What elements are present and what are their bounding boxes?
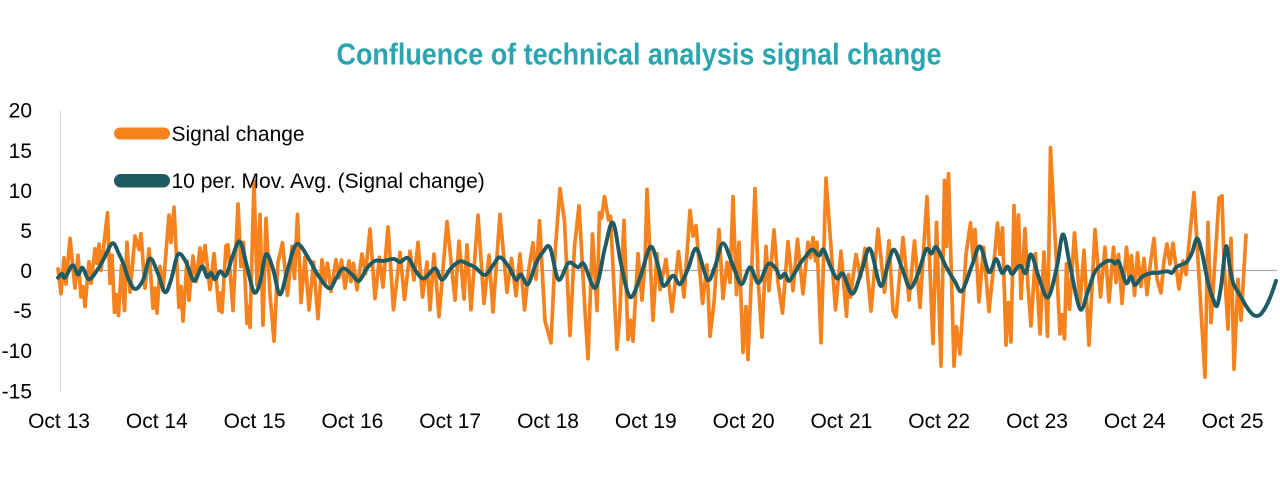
svg-text:Oct 15: Oct 15 — [224, 410, 286, 433]
svg-text:0: 0 — [20, 260, 32, 283]
svg-text:Oct 20: Oct 20 — [713, 410, 775, 433]
svg-text:Oct 25: Oct 25 — [1202, 410, 1264, 433]
svg-text:10 per. Mov. Avg. (Signal chan: 10 per. Mov. Avg. (Signal change) — [172, 170, 485, 193]
svg-text:Oct 21: Oct 21 — [810, 410, 872, 433]
svg-text:15: 15 — [9, 140, 32, 163]
svg-text:-15: -15 — [2, 380, 32, 403]
svg-text:20: 20 — [9, 100, 32, 123]
svg-text:Oct 22: Oct 22 — [908, 410, 970, 433]
svg-text:Confluence of technical analys: Confluence of technical analysis signal … — [337, 37, 942, 72]
svg-text:Oct 13: Oct 13 — [28, 410, 90, 433]
svg-text:Oct 16: Oct 16 — [321, 410, 383, 433]
svg-text:5: 5 — [20, 220, 32, 243]
svg-text:10: 10 — [9, 180, 32, 203]
svg-text:Oct 19: Oct 19 — [615, 410, 677, 433]
svg-text:-10: -10 — [2, 340, 32, 363]
svg-text:Oct 18: Oct 18 — [517, 410, 579, 433]
svg-text:-5: -5 — [13, 300, 32, 323]
svg-text:Oct 17: Oct 17 — [419, 410, 481, 433]
svg-text:Signal change: Signal change — [172, 123, 305, 146]
svg-text:Oct 14: Oct 14 — [126, 410, 188, 433]
svg-text:Oct 23: Oct 23 — [1006, 410, 1068, 433]
svg-text:Oct 24: Oct 24 — [1104, 410, 1166, 433]
